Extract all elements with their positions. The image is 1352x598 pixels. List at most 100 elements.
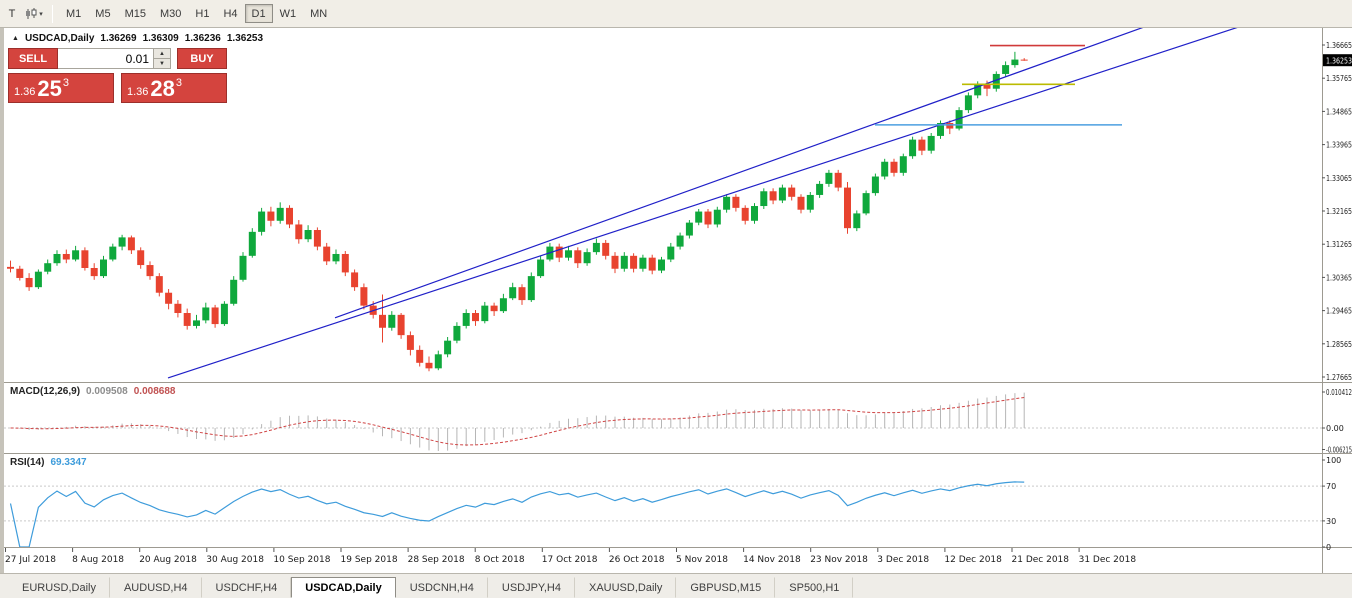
timeframe-group: M1 M5 M15 M30 H1 H4 D1 W1 MN	[59, 4, 334, 23]
svg-text:1.31265: 1.31265	[1326, 240, 1352, 249]
svg-text:12 Dec 2018: 12 Dec 2018	[944, 555, 1002, 565]
svg-text:28 Sep 2018: 28 Sep 2018	[408, 555, 465, 565]
svg-text:1.36253: 1.36253	[1326, 57, 1352, 66]
timeframe-button-M15[interactable]: M15	[124, 7, 146, 20]
svg-text:20 Aug 2018: 20 Aug 2018	[139, 555, 197, 565]
sell-price-pip: 3	[62, 77, 70, 89]
volume-decrease-button[interactable]: ▼	[154, 59, 170, 68]
macd-signal-line	[10, 397, 1025, 446]
sell-price-prefix: 1.36	[14, 85, 36, 98]
svg-text:8 Oct 2018: 8 Oct 2018	[475, 555, 525, 565]
chart-window: 1.36665 1.35765 1.34865 1.33965 1.33065 1.321…	[4, 28, 1352, 573]
svg-text:1.36665: 1.36665	[1326, 41, 1352, 50]
top-toolbar: T ▾ M1 M5 M15 M30 H1 H4 D1 W1 MN	[0, 0, 1352, 28]
rsi-name: RSI(14)	[10, 457, 45, 468]
svg-text:1.27665: 1.27665	[1326, 373, 1352, 382]
svg-text:5 Nov 2018: 5 Nov 2018	[676, 555, 728, 565]
ohlc-high: 1.36309	[142, 33, 179, 44]
chart-tab-USDCNH-H4[interactable]: USDCNH,H4	[396, 577, 488, 598]
chart-symbol: USDCAD,Daily	[24, 33, 95, 44]
svg-text:27 Jul 2018: 27 Jul 2018	[5, 555, 56, 565]
timeframe-button-W1[interactable]: W1	[279, 7, 297, 20]
svg-text:31 Dec 2018: 31 Dec 2018	[1079, 555, 1137, 565]
macd-main-value: 0.009508	[86, 386, 128, 397]
chart-tab-GBPUSD-M15[interactable]: GBPUSD,M15	[676, 577, 776, 598]
axes-layer	[4, 28, 1352, 573]
channel-trendline-2[interactable]	[334, 28, 1150, 319]
svg-text:1.33965: 1.33965	[1326, 141, 1352, 150]
chart-canvas[interactable]: 1.36665 1.35765 1.34865 1.33965 1.33065 1.321…	[4, 28, 1352, 573]
timeframe-button-H4[interactable]: H4	[223, 7, 238, 20]
svg-text:8 Aug 2018: 8 Aug 2018	[72, 555, 124, 565]
svg-text:0: 0	[1326, 543, 1331, 552]
chart-tab-USDCHF-H4[interactable]: USDCHF,H4	[202, 577, 292, 598]
timeframe-button-M5[interactable]: M5	[95, 7, 111, 20]
chart-title: ▲ USDCAD,Daily 1.36269 1.36309 1.36236 1…	[12, 33, 263, 44]
ohlc-open: 1.36269	[100, 33, 137, 44]
price-scale[interactable]: 1.36665 1.35765 1.34865 1.33965 1.33065 1.321…	[1322, 41, 1352, 552]
chart-tab-AUDUSD-H4[interactable]: AUDUSD,H4	[110, 577, 202, 598]
sell-button[interactable]: SELL	[8, 48, 58, 69]
toolbar-separator	[52, 4, 53, 23]
macd-signal-value: 0.008688	[133, 386, 176, 397]
svg-text:1.32165: 1.32165	[1326, 207, 1352, 216]
ohlc-low: 1.36236	[184, 33, 221, 44]
svg-text:1.30365: 1.30365	[1326, 273, 1352, 282]
svg-text:30 Aug 2018: 30 Aug 2018	[206, 555, 264, 565]
timeframe-button-H1[interactable]: H1	[195, 7, 210, 20]
drawing-objects-layer	[167, 28, 1352, 379]
buy-price-prefix: 1.36	[127, 85, 149, 98]
chart-type-candlestick-button[interactable]: ▾	[24, 4, 44, 24]
toolbar-template-button[interactable]: T	[2, 4, 22, 24]
sell-price-box[interactable]: 1.36 25 3	[8, 73, 114, 103]
svg-text:1.29465: 1.29465	[1326, 307, 1352, 316]
chart-tab-XAUUSD-Daily[interactable]: XAUUSD,Daily	[575, 577, 677, 598]
volume-spinner: ▲ ▼	[154, 48, 171, 69]
candlestick-icon	[26, 7, 37, 19]
chart-tab-USDCAD-Daily[interactable]: USDCAD,Daily	[291, 577, 396, 598]
time-scale[interactable]: 27 Jul 2018 8 Aug 2018 20 Aug 2018 30 Aug 2…	[5, 548, 1136, 565]
svg-text:21 Dec 2018: 21 Dec 2018	[1012, 555, 1070, 565]
one-click-trading-panel: SELL ▲ ▼ BUY 1.36 25 3 1.36 28 3	[8, 48, 227, 103]
volume-increase-button[interactable]: ▲	[154, 49, 170, 59]
svg-text:-0.006215: -0.006215	[1326, 445, 1352, 454]
main-chart-panel	[7, 28, 1352, 379]
volume-input[interactable]	[58, 48, 154, 69]
svg-text:100: 100	[1326, 456, 1341, 465]
macd-histogram	[19, 392, 1025, 451]
chart-tab-USDJPY-H4[interactable]: USDJPY,H4	[488, 577, 575, 598]
rsi-panel	[4, 481, 1322, 548]
svg-text:1.34865: 1.34865	[1326, 107, 1352, 116]
chart-tab-EURUSD-Daily[interactable]: EURUSD,Daily	[8, 577, 110, 598]
svg-text:1.35765: 1.35765	[1326, 74, 1352, 83]
ohlc-close: 1.36253	[226, 33, 264, 44]
chart-tab-SP500-H1[interactable]: SP500,H1	[775, 577, 854, 598]
svg-text:0.00: 0.00	[1326, 424, 1344, 433]
svg-text:30: 30	[1326, 517, 1336, 526]
timeframe-button-MN[interactable]: MN	[310, 7, 328, 20]
timeframe-button-M1[interactable]: M1	[66, 7, 82, 20]
timeframe-button-M30[interactable]: M30	[159, 7, 182, 20]
rsi-line	[9, 481, 1025, 548]
buy-price-pip: 3	[175, 77, 183, 89]
svg-text:0.010412: 0.010412	[1326, 388, 1352, 397]
template-icon: T	[8, 7, 16, 20]
svg-text:10 Sep 2018: 10 Sep 2018	[273, 555, 330, 565]
macd-indicator-label: MACD(12,26,9) 0.009508 0.008688	[10, 386, 175, 397]
timeframe-button-D1[interactable]: D1	[244, 4, 273, 23]
svg-text:23 Nov 2018: 23 Nov 2018	[810, 555, 868, 565]
chart-tab-bar: EURUSD,Daily AUDUSD,H4 USDCHF,H4 USDCAD,Dai…	[0, 573, 1352, 598]
channel-trendline-1[interactable]	[167, 28, 1352, 379]
sell-price-big: 25	[37, 76, 62, 102]
svg-text:1.33065: 1.33065	[1326, 174, 1352, 183]
one-click-trading-toggle-icon[interactable]: ▲	[12, 35, 19, 42]
svg-text:26 Oct 2018: 26 Oct 2018	[609, 555, 665, 565]
current-price-tag	[1323, 54, 1352, 67]
svg-text:3 Dec 2018: 3 Dec 2018	[877, 555, 929, 565]
svg-text:70: 70	[1326, 482, 1336, 491]
rsi-value: 69.3347	[50, 457, 87, 468]
macd-name: MACD(12,26,9)	[10, 386, 81, 397]
svg-text:17 Oct 2018: 17 Oct 2018	[542, 555, 598, 565]
buy-button[interactable]: BUY	[177, 48, 227, 69]
buy-price-box[interactable]: 1.36 28 3	[121, 73, 227, 103]
